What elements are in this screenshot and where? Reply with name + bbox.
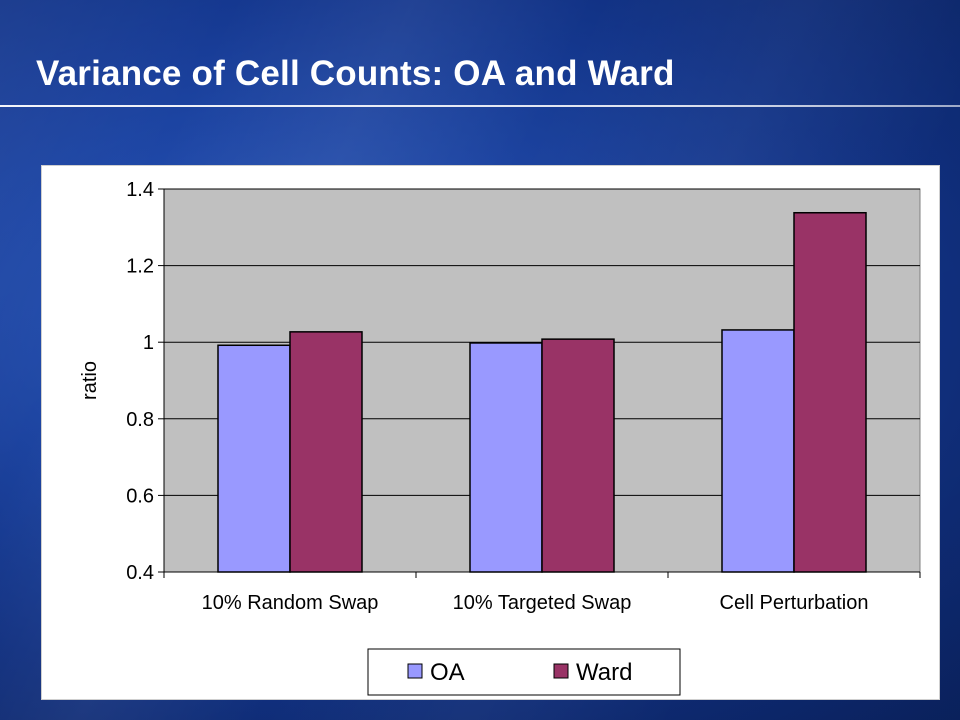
bar-ward-1 bbox=[289, 331, 363, 573]
slide-title: Variance of Cell Counts: OA and Ward bbox=[36, 54, 675, 93]
x-category-label: 10% Targeted Swap bbox=[453, 592, 632, 614]
y-tick-label: 1.4 bbox=[126, 179, 154, 201]
bar-ward-2 bbox=[541, 338, 615, 573]
bar-oa-1 bbox=[217, 344, 291, 573]
y-tick-label: 1 bbox=[143, 332, 154, 354]
chart-frame: 1.4 1.2 1 0.8 0.6 0.4 ratio 10% Random Swap 10% … bbox=[41, 165, 940, 700]
legend-label-oa: OA bbox=[430, 659, 465, 686]
y-tick-label: 0.6 bbox=[126, 485, 154, 507]
legend-label-ward: Ward bbox=[576, 659, 632, 686]
bar-oa-3 bbox=[721, 329, 795, 573]
x-category-label: Cell Perturbation bbox=[720, 592, 869, 614]
y-tick-label: 1.2 bbox=[126, 256, 154, 278]
chart-legend: OA Ward bbox=[367, 648, 681, 696]
bar-oa-2 bbox=[469, 342, 543, 573]
legend-swatch-ward bbox=[553, 663, 569, 679]
bar-ward-3 bbox=[793, 211, 867, 573]
y-axis-label: ratio bbox=[79, 361, 101, 400]
bar-chart: 1.4 1.2 1 0.8 0.6 0.4 ratio 10% Random Swap 10% … bbox=[79, 179, 921, 696]
title-divider bbox=[0, 105, 960, 107]
x-category-label: 10% Random Swap bbox=[202, 592, 379, 614]
y-tick-label: 0.8 bbox=[126, 409, 154, 431]
legend-swatch-oa bbox=[407, 663, 423, 679]
y-tick-label: 0.4 bbox=[126, 562, 154, 584]
